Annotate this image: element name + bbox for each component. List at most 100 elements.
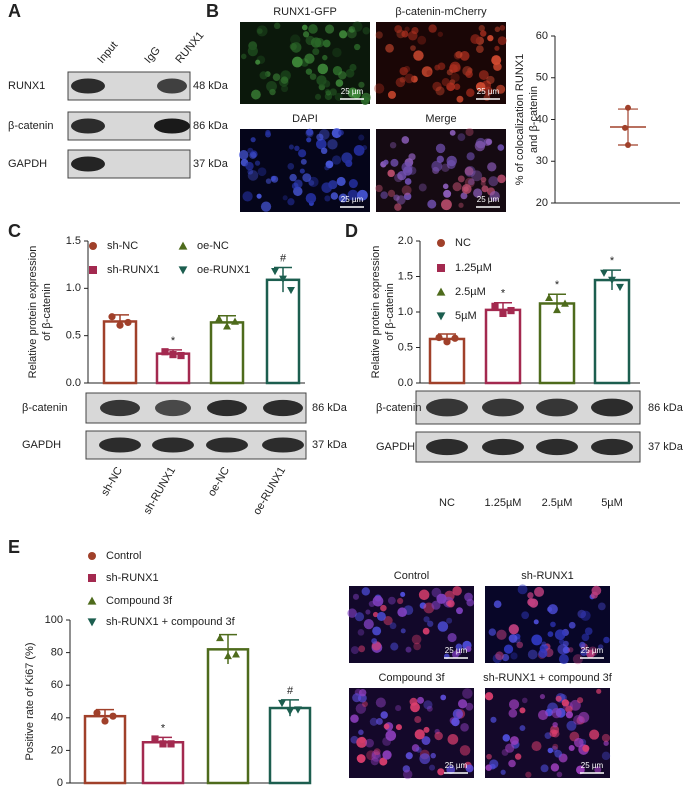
cell <box>443 189 452 198</box>
cell <box>362 26 370 35</box>
cell <box>427 620 434 627</box>
cell <box>521 611 530 620</box>
cell <box>508 759 516 768</box>
cell <box>302 31 310 38</box>
cell <box>465 702 474 711</box>
panel-letter: A <box>8 1 21 21</box>
band <box>263 399 303 417</box>
image-background <box>240 129 370 212</box>
cell <box>308 180 315 186</box>
bar <box>268 706 312 785</box>
cell <box>419 602 427 609</box>
data-point <box>151 735 159 743</box>
y-axis-label: Relative protein expression <box>27 246 39 379</box>
cell <box>360 96 370 105</box>
cell <box>242 191 253 202</box>
cell <box>554 749 563 758</box>
cell <box>603 740 609 746</box>
cell <box>485 138 493 146</box>
band <box>100 399 140 417</box>
cell <box>577 609 587 619</box>
cell <box>255 59 261 65</box>
cell <box>431 600 441 610</box>
category-label: 2.5µM <box>542 497 573 509</box>
cell <box>500 769 506 775</box>
cell <box>383 616 393 626</box>
cell <box>441 78 450 87</box>
cell <box>437 31 444 37</box>
cell <box>457 175 465 183</box>
cell <box>302 173 312 183</box>
cell <box>446 155 457 167</box>
cell <box>327 139 338 150</box>
cell <box>405 646 412 653</box>
cell <box>312 48 320 56</box>
cell <box>325 160 334 169</box>
cell <box>471 170 483 182</box>
cell <box>369 717 378 726</box>
cell <box>508 699 520 710</box>
y-tick-label: 100 <box>45 614 63 626</box>
cell <box>390 158 399 167</box>
y-tick-label: 40 <box>536 113 548 125</box>
cell <box>576 697 584 704</box>
cell <box>457 133 466 142</box>
scale-label: 25 µm <box>445 761 468 770</box>
cell <box>528 598 539 608</box>
blot-row-label: RUNX1 <box>8 80 45 92</box>
cell <box>426 70 432 76</box>
cell <box>491 55 502 66</box>
data-point <box>435 333 443 342</box>
cell <box>413 50 424 61</box>
image-title: Control <box>394 570 429 582</box>
cell <box>446 765 456 775</box>
cell <box>594 766 602 774</box>
cell <box>481 185 489 193</box>
data-point <box>294 706 302 714</box>
cell <box>531 741 542 752</box>
significance-mark: # <box>287 685 294 697</box>
cell <box>464 165 476 177</box>
cell <box>403 192 412 201</box>
cell <box>372 626 382 636</box>
cell <box>347 189 359 201</box>
image-title: sh-RUNX1 <box>521 570 574 582</box>
cell <box>413 642 421 651</box>
cell <box>385 43 394 53</box>
blot-size-label: 86 kDa <box>312 402 348 414</box>
cell <box>459 745 471 756</box>
data-point <box>286 708 294 716</box>
data-point <box>232 650 240 658</box>
cell <box>480 180 486 186</box>
cell <box>265 178 272 184</box>
cell <box>561 699 570 707</box>
blot-size-label: 37 kDa <box>648 441 684 453</box>
cell <box>357 628 365 636</box>
data-point <box>553 305 561 314</box>
cell <box>265 129 271 136</box>
cell <box>510 736 519 745</box>
data-point <box>443 338 451 346</box>
cell <box>449 64 458 74</box>
y-axis-label: Positive rate of Ki67 (%) <box>24 643 36 761</box>
category-label: sh-RUNX1 <box>141 465 178 517</box>
blot-strip <box>67 149 191 179</box>
data-point <box>271 268 279 276</box>
cell <box>434 731 443 741</box>
cell <box>473 188 483 198</box>
y-tick-label: 30 <box>536 155 548 167</box>
legend-label: sh-RUNX1 <box>106 572 159 584</box>
panel-letter: E <box>8 537 20 557</box>
cell <box>410 45 416 51</box>
cell <box>465 70 473 78</box>
cell <box>305 193 317 204</box>
cell <box>419 753 431 765</box>
cell <box>499 25 506 31</box>
cell <box>401 185 412 196</box>
cell <box>280 76 289 84</box>
legend-label: oe-RUNX1 <box>197 264 250 276</box>
blot-size-label: 86 kDa <box>193 120 229 132</box>
significance-mark: * <box>555 279 560 291</box>
cell <box>355 703 367 714</box>
cell <box>332 47 342 58</box>
